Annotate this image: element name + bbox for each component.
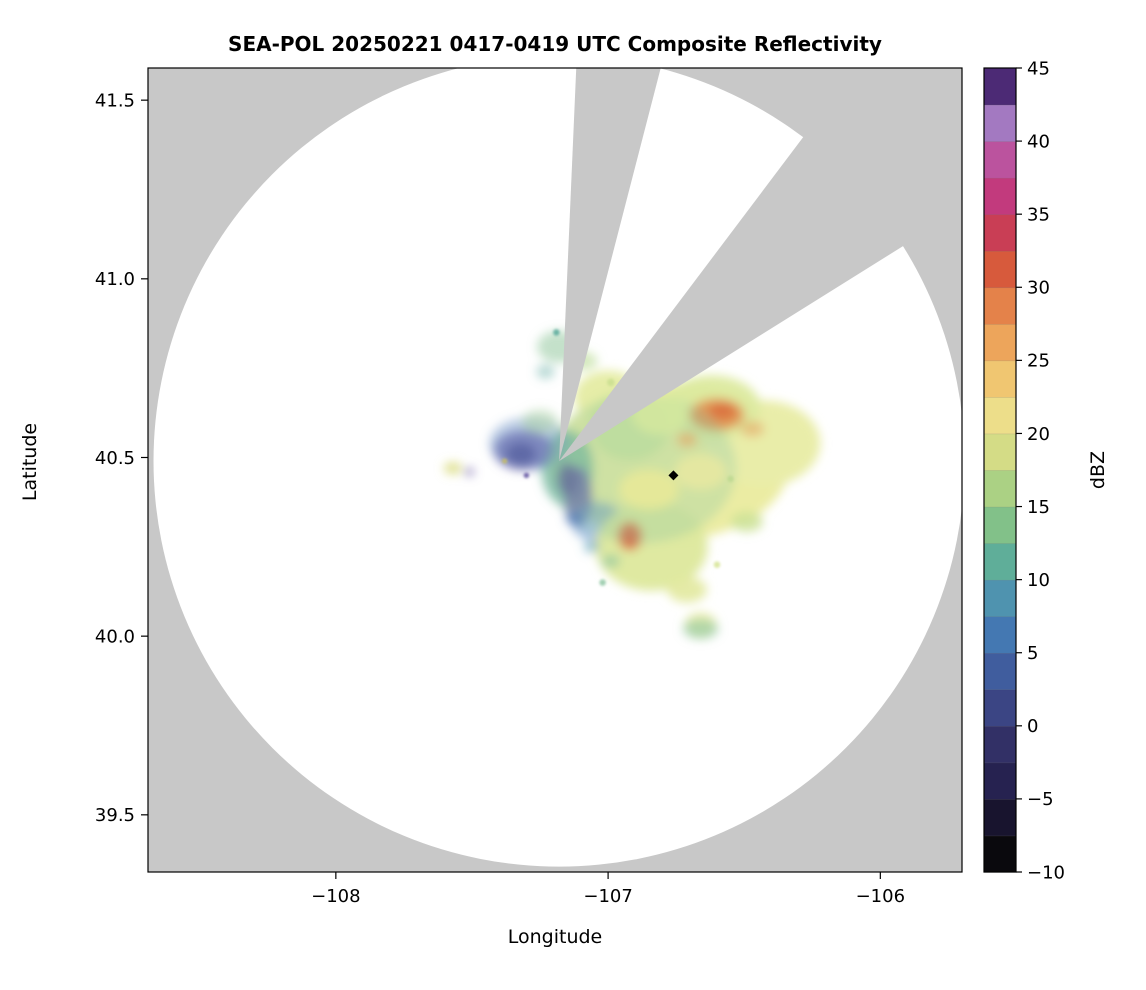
colorbar-cell [983,798,1017,837]
colorbar-cell [983,104,1017,142]
echo-blob [601,555,620,568]
site-marker [668,470,679,481]
colorbar-cell [983,469,1017,508]
colorbar-tick-label: 25 [1027,351,1050,372]
colorbar-tick-label: 40 [1027,131,1050,152]
echo-speck [599,579,606,586]
colorbar-tick-label: 0 [1027,716,1038,737]
colorbar-tick-label: 30 [1027,278,1050,299]
echo-blob [682,619,719,640]
colorbar-tick-label: 15 [1027,497,1050,518]
y-tick-label: 41.5 [95,90,135,111]
echo-blob [583,540,600,553]
x-tick-label: −108 [311,886,360,907]
echo-speck [713,561,721,568]
colorbar-cell [983,542,1017,581]
colorbar-cell [983,689,1017,727]
echo-speck [606,378,615,387]
x-tick-label: −107 [583,886,632,907]
colorbar-cell [983,835,1017,873]
colorbar-cell [983,396,1017,435]
echo-speck [727,475,734,483]
colorbar-cell [983,579,1017,617]
colorbar-cell [983,360,1017,398]
colorbar-tick-label: 5 [1027,643,1038,664]
y-axis-label: Latitude [19,422,41,502]
plot-content [153,68,962,867]
colorbar-cell [983,615,1017,654]
colorbar-frame [983,67,1017,873]
colorbar-tick-label: 45 [1027,58,1050,79]
colorbar-cell [983,177,1017,215]
echo-blob [740,421,765,437]
x-axis-label: Longitude [507,926,603,948]
y-tick-label: 40.0 [95,626,135,647]
echo-blob [536,364,555,379]
colorbar-tick-label: 20 [1027,424,1050,445]
y-tick-label: 39.5 [95,805,135,826]
echo-blob [565,512,580,525]
echo-blob [708,403,737,419]
axes-frame [147,67,963,873]
echo-blob [522,409,558,434]
colorbar-label: dBZ [1087,450,1109,490]
colorbar-cell [983,652,1017,691]
colorbar-tick-label: −10 [1027,862,1065,883]
colorbar-tick-label: 10 [1027,570,1050,591]
colorbar-cell [983,213,1017,252]
y-tick-label: 40.5 [95,448,135,469]
colorbar: −10 −5 0 5 10 15 20 25 30 35 40 45 [983,58,1065,883]
echo-speck [523,472,530,479]
colorbar-cell [983,323,1017,362]
colorbar-cell [983,140,1017,179]
colorbar-cell [983,250,1017,289]
blocked-sector [559,68,661,462]
x-tick-label: −106 [856,886,905,907]
colorbar-cell [983,762,1017,800]
colorbar-cell [983,506,1017,544]
y-tick-label: 41.0 [95,269,135,290]
echo-blob [674,453,727,490]
echo-speck [553,329,560,336]
colorbar-cell [983,433,1017,471]
echo-speck [501,458,508,464]
echo-blob [730,511,763,532]
echo-blob [464,467,475,476]
blocked-sector [559,68,962,462]
colorbar-cell [983,287,1017,325]
echo-blob [618,469,679,510]
colorbar-cell [983,725,1017,764]
chart-title: SEA-POL 20250221 0417-0419 UTC Composite… [228,32,882,56]
echo-blob [443,462,462,475]
echo-blob [676,432,698,447]
echo-blob [667,576,707,603]
colorbar-cell [983,67,1017,106]
colorbar-tick-label: −5 [1027,789,1054,810]
colorbar-tick-label: 35 [1027,204,1050,225]
